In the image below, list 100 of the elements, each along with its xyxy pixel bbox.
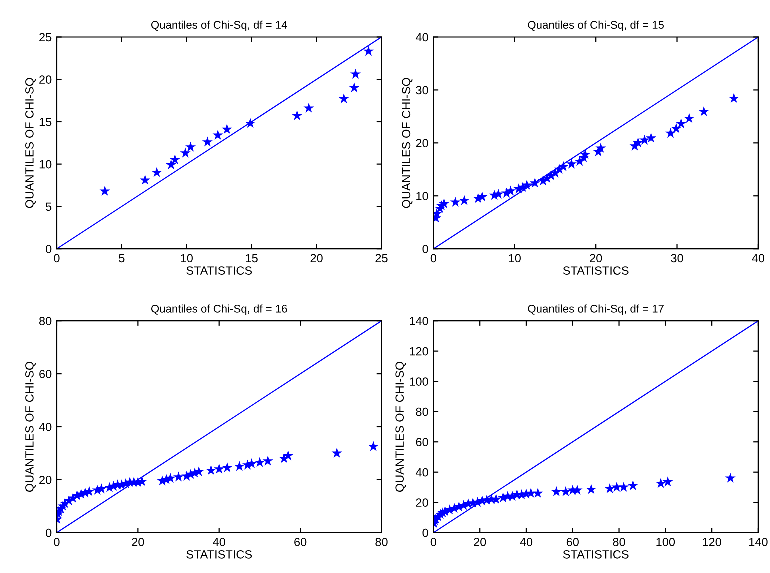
x-tick-label: 25	[376, 254, 388, 263]
point	[640, 134, 650, 145]
y-tick-label: 60	[416, 438, 428, 447]
x-tick-label: 10	[181, 254, 193, 263]
y-tick-label: 20	[416, 498, 428, 508]
y-tick-label: 10	[416, 192, 428, 200]
y-tick-label: 80	[416, 408, 428, 416]
x-axis-title: STATISTICS	[563, 550, 629, 559]
x-tick-label: 0	[54, 538, 60, 546]
y-tick-label: 20	[40, 476, 52, 484]
point	[618, 482, 630, 492]
x-tick-label: 0	[430, 538, 437, 546]
y-tick-label: 0	[46, 528, 52, 538]
point	[349, 82, 360, 93]
y-tick-label: 140	[410, 317, 428, 326]
y-tick-label: 30	[416, 86, 428, 95]
chart-title: Quantiles of Chi-Sq, df = 14	[151, 20, 288, 32]
y-tick-label: 0	[46, 245, 52, 254]
point	[292, 110, 303, 121]
y-tick-label: 25	[40, 33, 52, 42]
point	[566, 158, 577, 169]
point	[206, 465, 217, 476]
point	[170, 154, 180, 165]
y-tick-label: 15	[40, 118, 52, 126]
point	[262, 456, 274, 466]
y-tick-label: 120	[410, 347, 428, 356]
point	[676, 118, 687, 129]
point	[222, 462, 233, 473]
point	[662, 476, 674, 487]
point	[698, 106, 710, 116]
y-tick-label: 20	[416, 139, 428, 148]
point	[363, 46, 374, 56]
chart-title: Quantiles of Chi-Sq, df = 16	[151, 304, 288, 316]
y-tick-label: 20	[40, 76, 52, 84]
point	[628, 480, 638, 490]
point	[656, 478, 666, 488]
point	[604, 483, 616, 494]
point	[152, 167, 162, 178]
x-tick-label: 100	[656, 538, 676, 546]
point	[596, 142, 606, 153]
y-tick-label: 80	[40, 317, 52, 326]
x-tick-label: 30	[671, 254, 684, 263]
y-tick-label: 5	[46, 202, 52, 212]
x-tick-label: 20	[132, 538, 144, 546]
point	[633, 138, 644, 148]
point	[222, 124, 232, 134]
point	[96, 484, 107, 494]
x-tick-label: 60	[566, 538, 579, 546]
x-tick-label: 80	[376, 538, 388, 546]
y-axis-title: QUANTILES OF CHI-SQ	[26, 362, 36, 492]
point	[684, 113, 695, 124]
x-tick-label: 40	[752, 254, 765, 263]
point	[551, 486, 562, 497]
y-axis-title: QUANTILES OF CHI-SQ	[396, 362, 406, 492]
y-tick-label: 10	[40, 160, 52, 169]
y-tick-label: 100	[410, 378, 428, 386]
point	[586, 484, 597, 494]
point	[194, 466, 204, 476]
x-tick-label: 0	[430, 254, 437, 263]
y-tick-label: 40	[39, 423, 52, 432]
x-tick-label: 80	[613, 538, 626, 546]
point	[246, 458, 258, 469]
x-tick-label: 20	[590, 254, 602, 263]
point	[526, 488, 536, 498]
x-tick-label: 120	[703, 538, 722, 546]
point	[532, 488, 544, 498]
x-tick-label: 40	[213, 538, 226, 546]
y-tick-label: 40	[416, 468, 428, 477]
x-tick-label: 60	[294, 538, 307, 546]
point	[338, 94, 350, 104]
x-tick-label: 20	[310, 254, 323, 263]
point	[368, 441, 379, 452]
y-axis-title: QUANTILES OF CHI-SQ	[402, 78, 413, 208]
x-tick-label: 10	[509, 254, 521, 263]
point	[283, 450, 294, 461]
point	[450, 196, 461, 207]
point	[665, 128, 676, 138]
point	[254, 457, 266, 468]
point	[438, 198, 450, 209]
y-axis-title: QUANTILES OF CHI-SQ	[26, 78, 36, 208]
x-tick-label: 40	[520, 538, 533, 546]
point	[612, 482, 622, 492]
point	[173, 472, 184, 482]
y-tick-label: 60	[40, 370, 52, 378]
point	[725, 472, 736, 483]
x-tick-label: 15	[246, 254, 258, 263]
point	[646, 132, 657, 143]
point	[140, 174, 151, 185]
x-axis-title: STATISTICS	[563, 266, 629, 275]
x-axis-title: STATISTICS	[186, 266, 252, 275]
point	[214, 464, 225, 474]
point	[459, 195, 470, 206]
point	[304, 102, 314, 113]
point	[332, 448, 342, 458]
point	[202, 136, 213, 147]
point	[506, 186, 516, 196]
chart-title: Quantiles of Chi-Sq, df = 17	[528, 304, 664, 316]
point	[100, 186, 110, 196]
x-tick-label: 20	[474, 538, 486, 546]
x-tick-label: 0	[54, 254, 60, 263]
